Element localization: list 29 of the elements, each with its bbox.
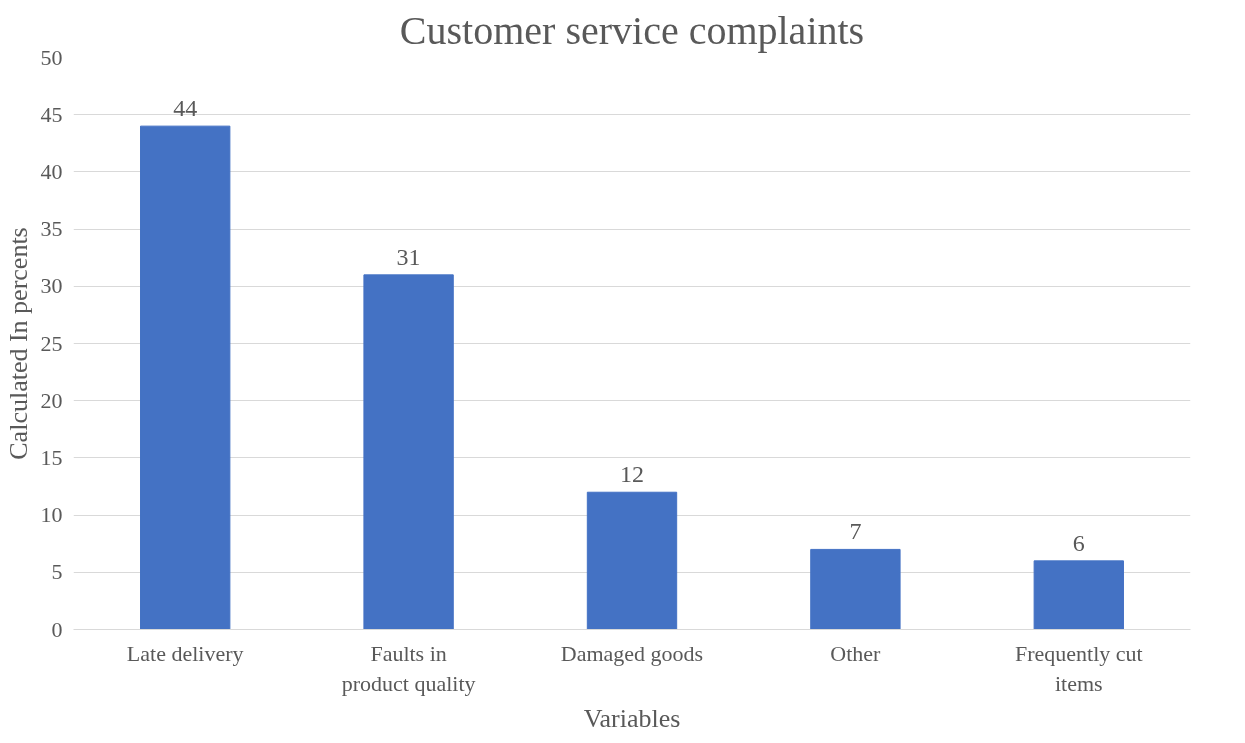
y-axis-title: Calculated In percents bbox=[3, 227, 33, 460]
data-label: 6 bbox=[1072, 529, 1085, 556]
data-label: 12 bbox=[620, 461, 644, 488]
x-tick-label: Damaged goods bbox=[560, 640, 704, 666]
bar bbox=[1033, 560, 1124, 630]
y-tick-label: 20 bbox=[40, 387, 63, 413]
y-tick-label: 25 bbox=[40, 330, 63, 356]
y-tick-label: 50 bbox=[40, 44, 63, 70]
x-tick-label: Faults in product quality bbox=[341, 640, 476, 696]
data-label: 31 bbox=[396, 243, 421, 270]
y-tick-label: 0 bbox=[51, 616, 63, 642]
x-axis-title: Variables bbox=[583, 703, 681, 733]
bar bbox=[363, 274, 454, 630]
bar bbox=[586, 491, 678, 630]
y-tick-label: 30 bbox=[40, 273, 63, 299]
y-tick-label: 15 bbox=[40, 444, 63, 470]
x-tick-label: Frequently cut items bbox=[1014, 640, 1143, 696]
chart-title: Customer service complaints bbox=[399, 7, 865, 53]
y-tick-label: 45 bbox=[40, 101, 63, 127]
x-tick-label: Other bbox=[830, 640, 882, 666]
y-tick-label: 5 bbox=[51, 559, 63, 585]
y-tick-label: 10 bbox=[40, 502, 63, 528]
data-label: 44 bbox=[173, 95, 198, 122]
y-tick-label: 35 bbox=[40, 216, 63, 242]
data-label: 7 bbox=[849, 518, 862, 545]
bar bbox=[810, 548, 901, 630]
bar bbox=[140, 125, 231, 630]
x-tick-label: Late delivery bbox=[126, 640, 244, 666]
y-tick-label: 40 bbox=[40, 158, 63, 184]
